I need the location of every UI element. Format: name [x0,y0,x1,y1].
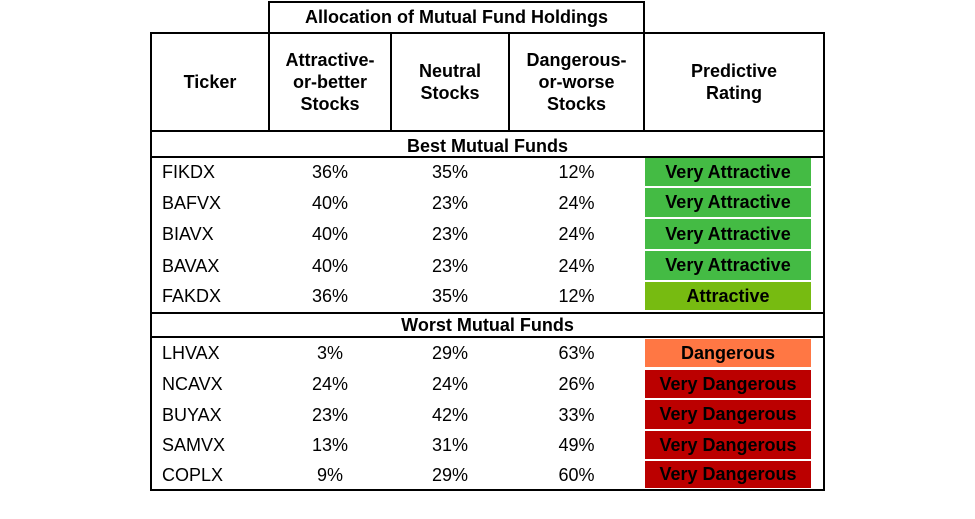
header-rating: Predictive Rating [690,61,778,103]
table-border-top [150,32,825,34]
ticker-cell: NCAVX [162,374,223,394]
attractive-cell: 13% [311,435,349,455]
neutral-cell: 29% [431,465,469,485]
ticker-cell: FAKDX [162,286,222,306]
neutral-cell: 29% [431,343,469,363]
attractive-cell: 23% [311,405,349,425]
ticker-cell: BAVAX [162,256,220,276]
rating-badge: Very Attractive [645,251,811,280]
header-dangerous: Dangerous- or-worse Stocks [526,50,627,114]
neutral-cell: 23% [431,224,469,244]
attractive-cell: 24% [311,374,349,394]
rating-badge: Very Attractive [645,158,811,186]
rating-badge: Dangerous [645,339,811,367]
ticker-cell: FIKDX [162,162,216,182]
table-border-left [150,32,152,491]
header-neutral: Neutral Stocks [418,61,481,103]
dangerous-cell: 12% [558,286,595,306]
section-worst-title: Worst Mutual Funds [401,315,574,335]
section-best-border [150,156,825,158]
neutral-cell: 35% [431,286,469,306]
header-divider-3 [508,32,510,132]
attractive-cell: 40% [311,224,349,244]
header-divider-4 [643,32,645,132]
table-border-right [823,32,825,491]
header-divider-1 [268,32,270,132]
ticker-cell: SAMVX [162,435,226,455]
attractive-cell: 3% [316,343,343,363]
header-border-bottom [150,130,825,132]
title-border-right [643,1,645,33]
dangerous-cell: 60% [558,465,595,485]
header-ticker: Ticker [183,72,237,92]
attractive-cell: 36% [311,162,349,182]
rating-badge: Very Attractive [645,188,811,217]
attractive-cell: 36% [311,286,349,306]
section-best-title: Best Mutual Funds [407,136,568,156]
title-border-top [268,1,645,3]
header-divider-2 [390,32,392,132]
neutral-cell: 42% [431,405,469,425]
header-attractive: Attractive- or-better Stocks [285,50,375,114]
dangerous-cell: 49% [558,435,595,455]
rating-badge: Very Dangerous [645,431,811,459]
ticker-cell: BAFVX [162,193,222,213]
dangerous-cell: 33% [558,405,595,425]
neutral-cell: 31% [431,435,469,455]
ticker-cell: COPLX [162,465,224,485]
neutral-cell: 24% [431,374,469,394]
dangerous-cell: 63% [558,343,595,363]
rating-badge: Attractive [645,282,811,310]
attractive-cell: 40% [311,256,349,276]
dangerous-cell: 24% [558,193,595,213]
table-title: Allocation of Mutual Fund Holdings [305,7,608,27]
table-border-bottom [150,489,825,491]
dangerous-cell: 24% [558,256,595,276]
rating-badge: Very Attractive [645,219,811,249]
dangerous-cell: 12% [558,162,595,182]
dangerous-cell: 24% [558,224,595,244]
section-worst-border-bottom [150,336,825,338]
ticker-cell: BUYAX [162,405,222,425]
ticker-cell: BIAVX [162,224,214,244]
ticker-cell: LHVAX [162,343,220,363]
rating-badge: Very Dangerous [645,370,811,398]
attractive-cell: 40% [311,193,349,213]
rating-badge: Very Dangerous [645,400,811,429]
neutral-cell: 23% [431,193,469,213]
dangerous-cell: 26% [558,374,595,394]
neutral-cell: 23% [431,256,469,276]
title-border-left [268,1,270,33]
section-worst-border-top [150,312,825,314]
rating-badge: Very Dangerous [645,461,811,488]
neutral-cell: 35% [431,162,469,182]
attractive-cell: 9% [316,465,343,485]
